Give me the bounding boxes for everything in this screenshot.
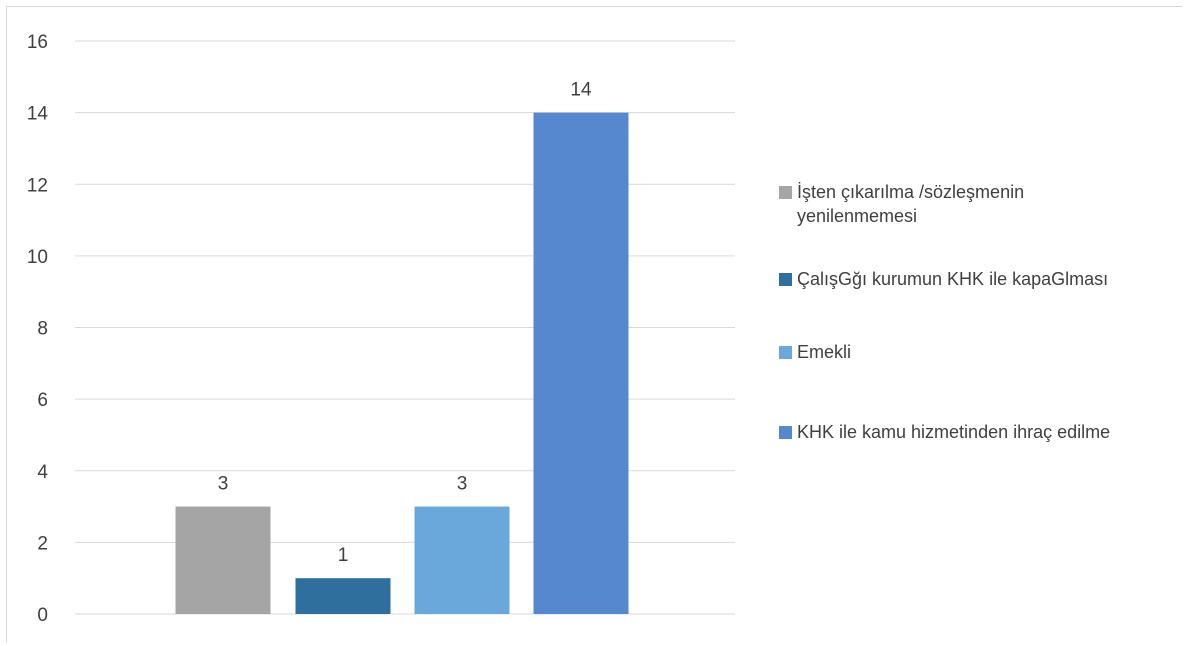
legend-label-3: KHK ile kamu hizmetinden ihraç edilme <box>797 422 1111 442</box>
y-tick-label-8: 16 <box>27 32 48 53</box>
legend-label-1: ÇalışGğı kurumun KHK ile kapaGlması <box>797 269 1109 289</box>
bar-chart: 0 2 4 6 8 10 12 14 16 3 1 3 14 <box>27 32 735 626</box>
y-tick-label-6: 12 <box>27 175 48 196</box>
bar-3 <box>533 112 629 614</box>
y-tick-label-3: 6 <box>37 390 48 411</box>
legend-label-2: Emekli <box>797 342 852 362</box>
legend-item-0: İşten çıkarılma /sözleşmenin yenilenmeme… <box>779 180 1127 228</box>
data-label-1: 1 <box>338 545 349 566</box>
y-tick-label-0: 0 <box>37 605 48 626</box>
bar-0 <box>175 506 271 614</box>
bar-2 <box>414 506 510 614</box>
legend-item-2: Emekli <box>779 340 1127 364</box>
bar-1 <box>295 578 391 614</box>
y-tick-label-1: 2 <box>37 533 48 554</box>
legend-item-3: KHK ile kamu hizmetinden ihraç edilme <box>779 420 1127 444</box>
data-label-2: 3 <box>457 474 468 495</box>
legend-swatch-1 <box>779 273 792 286</box>
legend-swatch-3 <box>779 426 792 439</box>
data-label-3: 14 <box>570 80 592 101</box>
y-tick-label-2: 4 <box>37 462 48 483</box>
legend-item-1: ÇalışGğı kurumun KHK ile kapaGlması <box>779 267 1177 291</box>
y-tick-label-5: 10 <box>27 247 48 268</box>
legend-label-0: İşten çıkarılma /sözleşmenin yenilenmeme… <box>797 182 1025 226</box>
chart-frame <box>6 6 1182 642</box>
legend-swatch-0 <box>779 186 792 199</box>
y-tick-label-4: 8 <box>37 319 48 340</box>
y-tick-label-7: 14 <box>27 104 49 125</box>
data-label-0: 3 <box>218 474 229 495</box>
legend-swatch-2 <box>779 346 792 359</box>
